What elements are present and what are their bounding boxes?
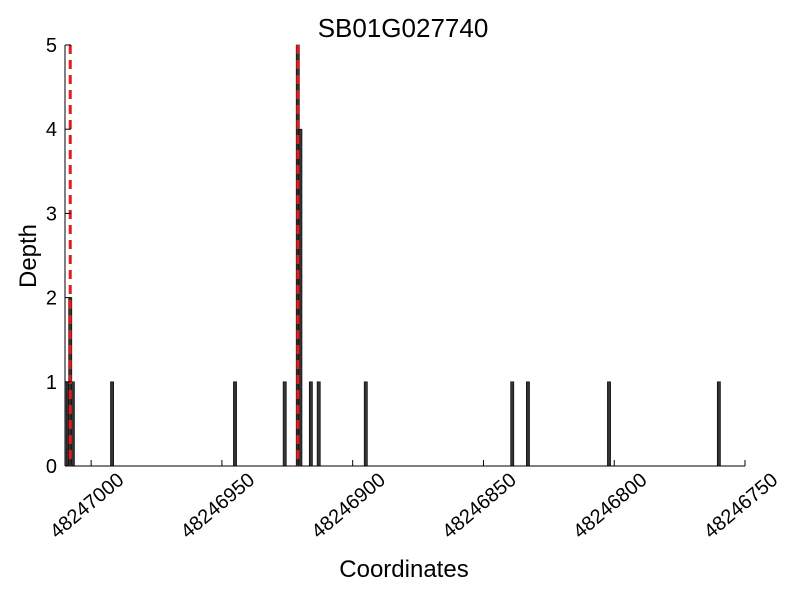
x-tick-label-4: 48246800	[569, 469, 651, 543]
bar-3	[110, 381, 114, 467]
x-tick-label-1: 48246950	[177, 469, 259, 543]
bar-8	[308, 381, 313, 467]
bar-12	[526, 381, 530, 467]
y-tick-label-1: 1	[46, 372, 57, 394]
chart-title: SB01G027740	[318, 13, 489, 43]
x-tick-label-3: 48246850	[438, 469, 520, 543]
y-axis-label: Depth	[15, 224, 42, 288]
bar-10	[363, 381, 368, 467]
y-tick-label-2: 2	[46, 288, 57, 310]
bar-14	[716, 381, 721, 467]
bar-7	[298, 128, 303, 467]
x-axis-label: Coordinates	[339, 556, 468, 583]
x-tick-label-5: 48246750	[700, 469, 782, 543]
reference-lines-group	[68, 45, 300, 466]
bar-9	[316, 381, 321, 467]
x-tick-label-2: 48246900	[308, 469, 390, 543]
bar-4	[233, 381, 237, 467]
bar-13	[607, 381, 611, 467]
bar-5	[282, 381, 287, 467]
y-tick-label-0: 0	[46, 456, 57, 478]
y-tick-label-5: 5	[46, 35, 57, 57]
axes-group: 0 1 2 3 4 5 48247000 48246950 48246900 48246850 48…	[46, 35, 782, 543]
bar-11	[510, 381, 515, 467]
y-tick-label-4: 4	[46, 119, 57, 141]
y-tick-label-3: 3	[46, 203, 57, 225]
x-tick-label-0: 48247000	[46, 469, 128, 543]
bars-group	[65, 44, 721, 467]
